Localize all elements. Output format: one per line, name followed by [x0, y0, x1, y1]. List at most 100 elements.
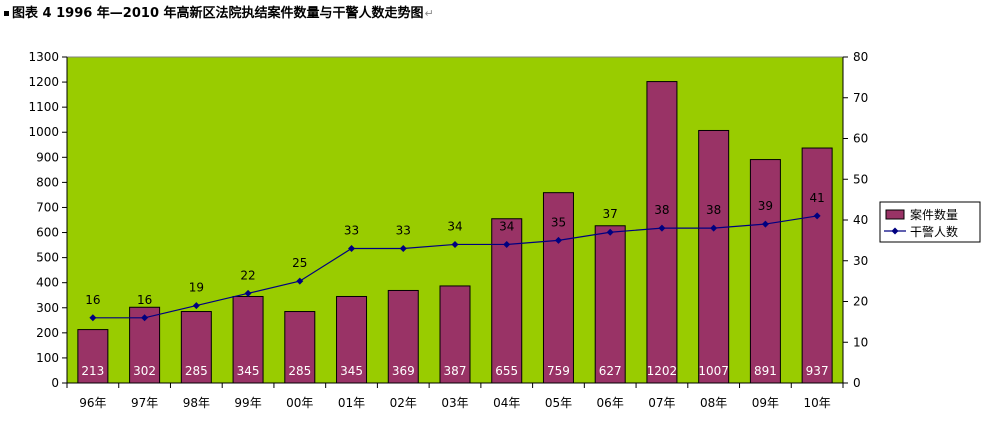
- bar-data-label: 285: [185, 364, 208, 378]
- x-axis-tick-label: 06年: [597, 396, 624, 410]
- line-data-label: 41: [809, 191, 824, 205]
- bar-data-label: 1007: [698, 364, 729, 378]
- line-data-label: 22: [240, 268, 255, 282]
- left-axis-tick-label: 900: [36, 150, 59, 164]
- bar-data-label: 302: [133, 364, 156, 378]
- line-data-label: 33: [396, 224, 411, 238]
- legend-label-line: 干警人数: [910, 224, 958, 239]
- left-axis-tick-label: 800: [36, 175, 59, 189]
- line-point: [141, 314, 149, 322]
- bar-data-label: 345: [340, 364, 363, 378]
- right-axis-tick-label: 30: [853, 254, 868, 268]
- line-data-label: 39: [758, 199, 773, 213]
- x-axis-tick-label: 10年: [803, 396, 830, 410]
- right-axis-tick-label: 50: [853, 172, 868, 186]
- line-point: [348, 245, 356, 253]
- line-point: [554, 236, 562, 244]
- line-point: [192, 302, 200, 310]
- right-axis-tick-label: 10: [853, 335, 868, 349]
- line-point: [503, 240, 511, 248]
- line-data-label: 35: [551, 215, 566, 229]
- bar: [284, 311, 316, 384]
- x-axis-tick-label: 04年: [493, 396, 520, 410]
- left-axis-tick-label: 600: [36, 226, 59, 240]
- legend-label-bars: 案件数量: [910, 207, 958, 222]
- bar: [749, 159, 781, 384]
- line-point: [296, 277, 304, 285]
- bar-data-label: 627: [599, 364, 622, 378]
- bar-data-label: 1202: [647, 364, 678, 378]
- line-data-label: 34: [447, 219, 462, 233]
- x-axis-tick-label: 96年: [79, 396, 106, 410]
- bar-data-label: 285: [288, 364, 311, 378]
- line-point: [813, 212, 821, 220]
- line-data-label: 16: [137, 293, 152, 307]
- paragraph-mark-icon: ↵: [424, 7, 434, 20]
- line-data-label: 19: [189, 281, 204, 295]
- x-axis-tick-label: 03年: [441, 396, 468, 410]
- left-axis-tick-label: 1000: [28, 125, 59, 139]
- bullet-icon: [4, 11, 9, 16]
- x-axis-tick-label: 98年: [183, 396, 210, 410]
- bar: [646, 81, 678, 384]
- line-point: [658, 224, 666, 232]
- bar-data-label: 655: [495, 364, 518, 378]
- x-axis-tick-label: 05年: [545, 396, 572, 410]
- line-point: [399, 245, 407, 253]
- left-axis-tick-label: 100: [36, 351, 59, 365]
- x-axis-tick-label: 07年: [648, 396, 675, 410]
- bar: [594, 225, 626, 384]
- line-data-label: 33: [344, 224, 359, 238]
- line-data-label: 38: [654, 203, 669, 217]
- x-axis-tick-label: 00年: [286, 396, 313, 410]
- line-point: [244, 289, 252, 297]
- left-axis-tick-label: 500: [36, 251, 59, 265]
- bar-data-label: 759: [547, 364, 570, 378]
- x-axis-tick-label: 99年: [234, 396, 261, 410]
- left-axis-tick-label: 700: [36, 200, 59, 214]
- bar-data-label: 345: [237, 364, 260, 378]
- bar: [336, 295, 368, 384]
- bar: [232, 295, 264, 384]
- bar: [180, 311, 212, 384]
- bar: [801, 147, 833, 384]
- bar: [77, 329, 109, 384]
- left-axis-tick-label: 0: [51, 376, 59, 390]
- chart-title-row: 图表 4 1996 年—2010 年高新区法院执结案件数量与干警人数走势图↵: [4, 2, 434, 22]
- left-axis-tick-label: 1100: [28, 100, 59, 114]
- chart-title: 图表 4 1996 年—2010 年高新区法院执结案件数量与干警人数走势图: [12, 6, 424, 21]
- right-axis-tick-label: 20: [853, 295, 868, 309]
- left-axis-tick-label: 200: [36, 326, 59, 340]
- legend-bar-swatch: [885, 209, 905, 220]
- right-axis-tick-label: 70: [853, 91, 868, 105]
- left-axis-tick-label: 400: [36, 276, 59, 290]
- bar-data-label: 937: [806, 364, 829, 378]
- line-point: [451, 240, 459, 248]
- right-axis-tick-label: 40: [853, 213, 868, 227]
- right-axis-tick-label: 0: [853, 376, 861, 390]
- line-point: [606, 228, 614, 236]
- line-data-label: 38: [706, 203, 721, 217]
- line-point: [761, 220, 769, 228]
- right-axis-tick-label: 60: [853, 132, 868, 146]
- x-axis-tick-label: 02年: [390, 396, 417, 410]
- line-data-label: 37: [603, 207, 618, 221]
- left-axis-tick-label: 1200: [28, 75, 59, 89]
- legend-box: [879, 201, 981, 243]
- right-axis-tick-label: 80: [853, 50, 868, 64]
- legend-line-marker: [891, 227, 899, 235]
- line-data-label: 34: [499, 219, 514, 233]
- bar-data-label: 891: [754, 364, 777, 378]
- left-axis-tick-label: 300: [36, 301, 59, 315]
- line-point: [710, 224, 718, 232]
- line-data-label: 25: [292, 256, 307, 270]
- bar: [542, 192, 574, 384]
- x-axis-tick-label: 08年: [700, 396, 727, 410]
- bar-data-label: 387: [444, 364, 467, 378]
- line-point: [89, 314, 97, 322]
- left-axis-tick-label: 1300: [28, 50, 59, 64]
- x-axis-tick-label: 01年: [338, 396, 365, 410]
- x-axis-tick-label: 97年: [131, 396, 158, 410]
- bar: [439, 285, 471, 384]
